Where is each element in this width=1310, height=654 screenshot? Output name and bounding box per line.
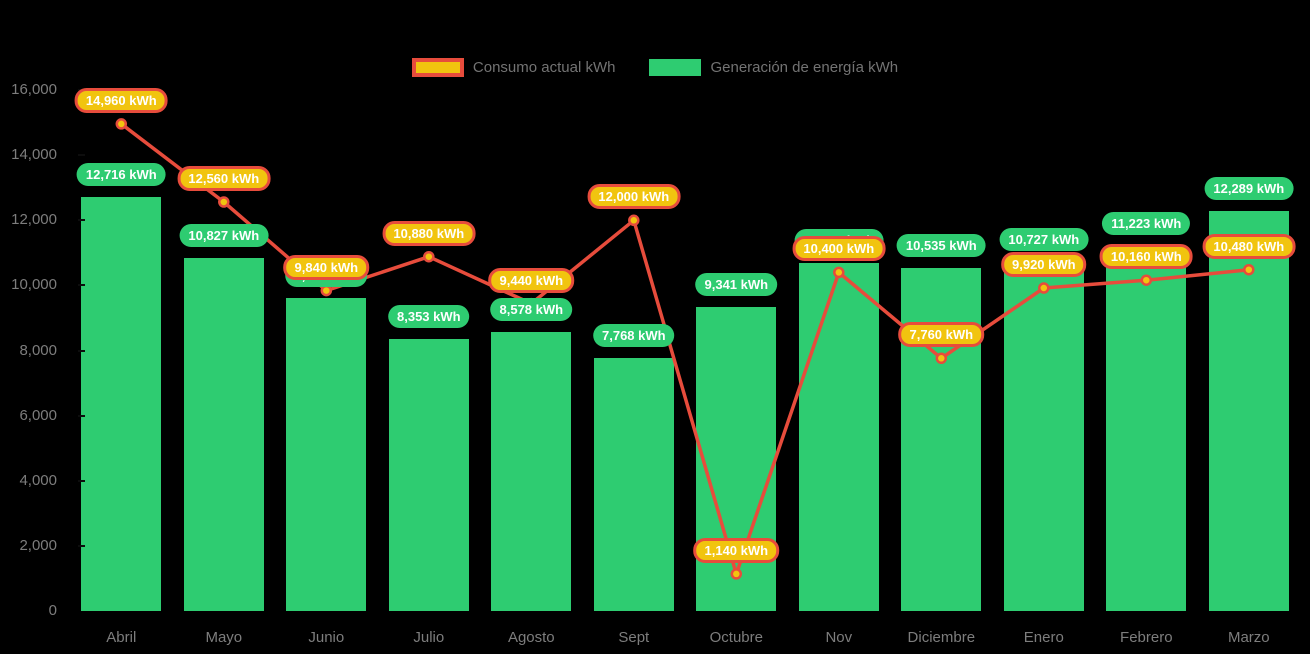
- bar-value-label-agosto: 8,578 kWh: [490, 297, 573, 321]
- data-point-sept: [628, 214, 640, 227]
- data-point-diciembre: [935, 352, 948, 365]
- y-axis-tick-label: 4,000: [19, 471, 57, 489]
- bar-julio: [388, 339, 469, 611]
- bar-value-label-febrero: 11,223 kWh: [1102, 211, 1191, 235]
- bar-marzo: [1208, 210, 1289, 611]
- y-axis-tick-mark: [78, 349, 85, 352]
- data-point-febrero: [1140, 274, 1153, 286]
- bar-value-label-octubre: 9,341 kWh: [695, 272, 778, 296]
- x-axis-month-label-agosto: Agosto: [507, 629, 555, 646]
- y-axis-tick-mark: [78, 219, 85, 222]
- line-value-label-febrero: 10,160 kWh: [1099, 244, 1193, 270]
- line-value-label-julio: 10,880 kWh: [382, 220, 476, 246]
- bar-value-label-diciembre: 10,535 kWh: [896, 234, 986, 257]
- legend-item-consumo-actual[interactable]: Consumo actual kWh: [411, 57, 616, 77]
- bar-value-label-sept: 7,768 kWh: [593, 324, 675, 348]
- bar-value-label-julio: 8,353 kWh: [388, 305, 470, 328]
- y-axis-tick-label: 16,000: [11, 81, 57, 98]
- x-axis-month-label-junio: Junio: [308, 629, 345, 646]
- y-axis-tick-label: 2,000: [19, 536, 57, 554]
- y-axis-tick-mark: [78, 414, 85, 417]
- y-axis-tick-label: 0: [48, 602, 57, 619]
- y-axis-tick-label: 14,000: [11, 146, 57, 164]
- data-point-octubre: [730, 568, 743, 580]
- legend-item-generacion-energia[interactable]: Generación de energía kWh: [649, 58, 899, 76]
- data-point-nov: [833, 266, 845, 279]
- line-value-label-mayo: 12,560 kWh: [177, 166, 271, 191]
- line-value-label-nov: 10,400 kWh: [792, 236, 886, 262]
- y-axis-tick-label: 8,000: [19, 341, 57, 359]
- generacion-energia-swatch-icon: [649, 58, 702, 76]
- x-axis-month-label-mayo: Mayo: [205, 629, 243, 646]
- y-axis-tick-mark: [78, 284, 85, 287]
- x-axis-month-label-diciembre: Diciembre: [907, 629, 976, 646]
- line-value-label-agosto: 9,440 kWh: [488, 267, 575, 293]
- line-value-label-octubre: 1,140 kWh: [693, 537, 780, 563]
- bar-value-label-abril: 12,716 kWh: [76, 162, 166, 186]
- line-value-label-junio: 9,840 kWh: [283, 254, 370, 280]
- y-axis-tick-label: 12,000: [11, 211, 57, 229]
- x-axis-month-label-abril: Abril: [106, 629, 137, 646]
- data-point-julio: [423, 250, 435, 263]
- line-value-label-marzo: 10,480 kWh: [1202, 233, 1296, 259]
- bar-mayo: [183, 258, 264, 611]
- y-axis-tick-mark: [78, 544, 85, 547]
- bar-sept: [593, 358, 674, 611]
- x-axis-month-label-julio: Julio: [413, 629, 445, 646]
- bar-junio: [286, 298, 367, 611]
- bar-nov: [798, 262, 879, 611]
- bar-value-label-enero: 10,727 kWh: [999, 227, 1089, 251]
- x-axis-month-label-marzo: Marzo: [1227, 629, 1270, 646]
- y-axis-tick-label: 6,000: [19, 406, 57, 424]
- consumo-actual-swatch-icon: [411, 57, 464, 77]
- data-point-junio: [320, 284, 333, 297]
- y-axis-tick-mark: [78, 479, 85, 482]
- line-value-label-diciembre: 7,760 kWh: [898, 322, 985, 348]
- data-point-enero: [1038, 282, 1050, 294]
- legend-label-generacion-energia: Generación de energía kWh: [710, 58, 899, 76]
- legend-label-consumo-actual: Consumo actual kWh: [472, 58, 616, 76]
- bar-febrero: [1106, 245, 1187, 611]
- data-point-marzo: [1243, 263, 1255, 276]
- line-value-label-enero: 9,920 kWh: [1001, 252, 1087, 277]
- x-axis-month-label-nov: Nov: [825, 629, 853, 646]
- bar-abril: [81, 196, 162, 611]
- y-axis-tick-mark: [78, 154, 85, 157]
- data-point-mayo: [218, 196, 230, 208]
- legend: Consumo actual kWh Generación de energía…: [0, 56, 1310, 78]
- consumo-actual-line: [119, 122, 1251, 576]
- bar-value-label-marzo: 12,289 kWh: [1204, 176, 1294, 200]
- data-point-abril: [115, 118, 128, 130]
- x-axis-month-label-enero: Enero: [1023, 629, 1064, 646]
- x-axis-month-label-octubre: Octubre: [709, 629, 763, 646]
- line-value-label-abril: 14,960 kWh: [74, 87, 168, 113]
- x-axis-month-label-febrero: Febrero: [1120, 629, 1173, 646]
- bar-enero: [1003, 261, 1084, 611]
- y-axis-tick-label: 10,000: [11, 276, 57, 294]
- bar-agosto: [491, 331, 572, 611]
- line-value-label-sept: 12,000 kWh: [587, 184, 681, 210]
- bar-value-label-mayo: 10,827 kWh: [179, 224, 269, 248]
- x-axis-month-label-sept: Sept: [618, 629, 650, 646]
